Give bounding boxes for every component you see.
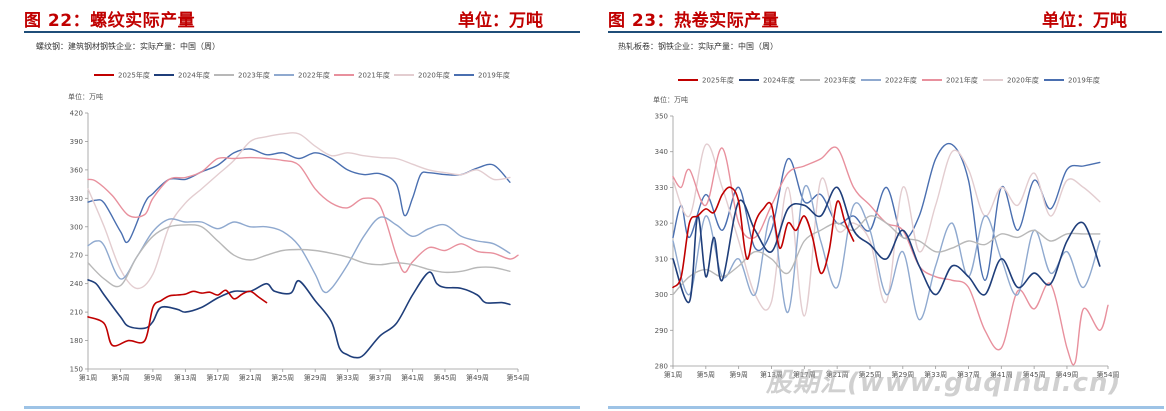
x-tick-label: 第25周 <box>859 370 882 379</box>
series-line-2020年度 <box>87 132 511 290</box>
legend-entry: 2024年度 <box>763 76 795 85</box>
series-line-2024年度 <box>87 271 511 359</box>
x-tick-label: 第41周 <box>401 373 424 382</box>
legend-entry: 2025年度 <box>118 71 150 80</box>
series-line-2025年度 <box>87 289 268 347</box>
chart-legend: 2025年度 2024年度 2023年度 2022年度 2021年度 2020年度 2019… <box>94 71 510 80</box>
x-tick-label: 第41周 <box>990 370 1013 379</box>
legend-entry: 2020年度 <box>1007 76 1039 85</box>
y-tick-label: 290 <box>655 327 668 335</box>
y-tick-label: 300 <box>70 223 83 231</box>
y-tick-label: 150 <box>70 366 83 374</box>
x-tick-label: 第45周 <box>1023 370 1046 379</box>
series-line-2022年度 <box>672 184 1101 321</box>
series-line-2025年度 <box>672 186 855 289</box>
y-tick-label: 210 <box>70 309 83 317</box>
y-tick-label: 310 <box>655 255 668 263</box>
legend-entry: 2021年度 <box>358 71 390 80</box>
y-unit-label: 单位：万吨 <box>653 95 688 104</box>
x-tick-label: 第37周 <box>957 370 980 379</box>
series-line-2023年度 <box>87 224 511 288</box>
y-tick-label: 350 <box>655 113 668 121</box>
watermark-text: 股期汇(www.guqihui.cn) <box>766 368 1122 398</box>
legend-entry: 2024年度 <box>178 71 210 80</box>
series-line-2023年度 <box>672 215 1101 296</box>
series-line-2021年度 <box>87 156 519 274</box>
legend-entry: 2023年度 <box>238 71 270 80</box>
x-tick-label: 第54周 <box>507 373 530 382</box>
bottom-rule <box>24 406 580 409</box>
x-tick-label: 第9周 <box>729 370 747 379</box>
y-tick-label: 180 <box>70 337 83 345</box>
y-tick-label: 240 <box>70 280 83 288</box>
series-line-2019年度 <box>87 148 511 244</box>
y-tick-label: 320 <box>655 220 668 228</box>
y-tick-label: 330 <box>655 184 668 192</box>
x-tick-label: 第49周 <box>466 373 489 382</box>
y-tick-label: 360 <box>70 166 83 174</box>
y-tick-label: 270 <box>70 252 83 260</box>
x-tick-label: 第5周 <box>697 370 715 379</box>
left-figure-panel: 图 22：螺纹实际产量 单位：万吨 螺纹钢：建筑钢材钢铁企业：实际产量：中国（周… <box>0 0 582 411</box>
x-tick-label: 第13周 <box>760 370 783 379</box>
chart-legend: 2025年度 2024年度 2023年度 2022年度 2021年度 2020年度 2019… <box>678 76 1100 85</box>
hrc-output-chart: 2025年度 2024年度 2023年度 2022年度 2021年度 2020年度 2019… <box>653 76 1120 380</box>
x-tick-label: 第1周 <box>79 373 97 382</box>
x-tick-label: 第49周 <box>1056 370 1079 379</box>
x-tick-label: 第9周 <box>144 373 162 382</box>
bottom-rule <box>608 406 1164 409</box>
series-line-2022年度 <box>87 216 511 294</box>
series-line-2020年度 <box>672 143 1101 317</box>
legend-entry: 2023年度 <box>824 76 856 85</box>
x-tick-label: 第29周 <box>304 373 327 382</box>
legend-entry: 2020年度 <box>418 71 450 80</box>
title-rule <box>608 31 1162 33</box>
x-tick-label: 第21周 <box>239 373 262 382</box>
y-unit-label: 单位：万吨 <box>68 92 103 101</box>
x-tick-label: 第54周 <box>1097 370 1120 379</box>
chart-subtitle: 热轧板卷：钢铁企业：实际产量：中国（周） <box>618 42 778 51</box>
figure-unit: 单位：万吨 <box>458 11 543 31</box>
right-figure-panel: 图 23：热卷实际产量 单位：万吨 热轧板卷：钢铁企业：实际产量：中国（周） 2… <box>606 0 1166 411</box>
x-tick-label: 第1周 <box>664 370 682 379</box>
legend-entry: 2022年度 <box>298 71 330 80</box>
series-line-2024年度 <box>672 186 1101 304</box>
x-tick-label: 第33周 <box>924 370 947 379</box>
rebar-output-chart: 2025年度 2024年度 2023年度 2022年度 2021年度 2020年度 2019… <box>68 71 530 383</box>
x-tick-label: 第17周 <box>206 373 229 382</box>
x-tick-label: 第45周 <box>434 373 457 382</box>
series-line-2019年度 <box>672 142 1101 282</box>
y-tick-label: 390 <box>70 138 83 146</box>
y-tick-label: 420 <box>70 110 83 118</box>
figure-title: 图 23：热卷实际产量 <box>608 11 780 31</box>
x-tick-label: 第25周 <box>271 373 294 382</box>
legend-entry: 2019年度 <box>478 71 510 80</box>
x-tick-label: 第13周 <box>174 373 197 382</box>
y-tick-label: 300 <box>655 291 668 299</box>
legend-entry: 2025年度 <box>702 76 734 85</box>
legend-entry: 2019年度 <box>1068 76 1100 85</box>
title-rule <box>24 31 580 33</box>
y-tick-label: 340 <box>655 148 668 156</box>
y-tick-label: 280 <box>655 363 668 371</box>
legend-entry: 2022年度 <box>885 76 917 85</box>
y-tick-label: 330 <box>70 195 83 203</box>
figure-title: 图 22：螺纹实际产量 <box>24 11 196 31</box>
series-line-2021年度 <box>672 146 1109 366</box>
x-tick-label: 第21周 <box>826 370 849 379</box>
x-tick-label: 第5周 <box>111 373 129 382</box>
x-tick-label: 第33周 <box>336 373 359 382</box>
legend-entry: 2021年度 <box>946 76 978 85</box>
chart-subtitle: 螺纹钢：建筑钢材钢铁企业：实际产量：中国（周） <box>36 42 220 51</box>
x-tick-label: 第37周 <box>369 373 392 382</box>
x-tick-label: 第17周 <box>793 370 816 379</box>
x-tick-label: 第29周 <box>891 370 914 379</box>
figure-unit: 单位：万吨 <box>1042 11 1127 31</box>
